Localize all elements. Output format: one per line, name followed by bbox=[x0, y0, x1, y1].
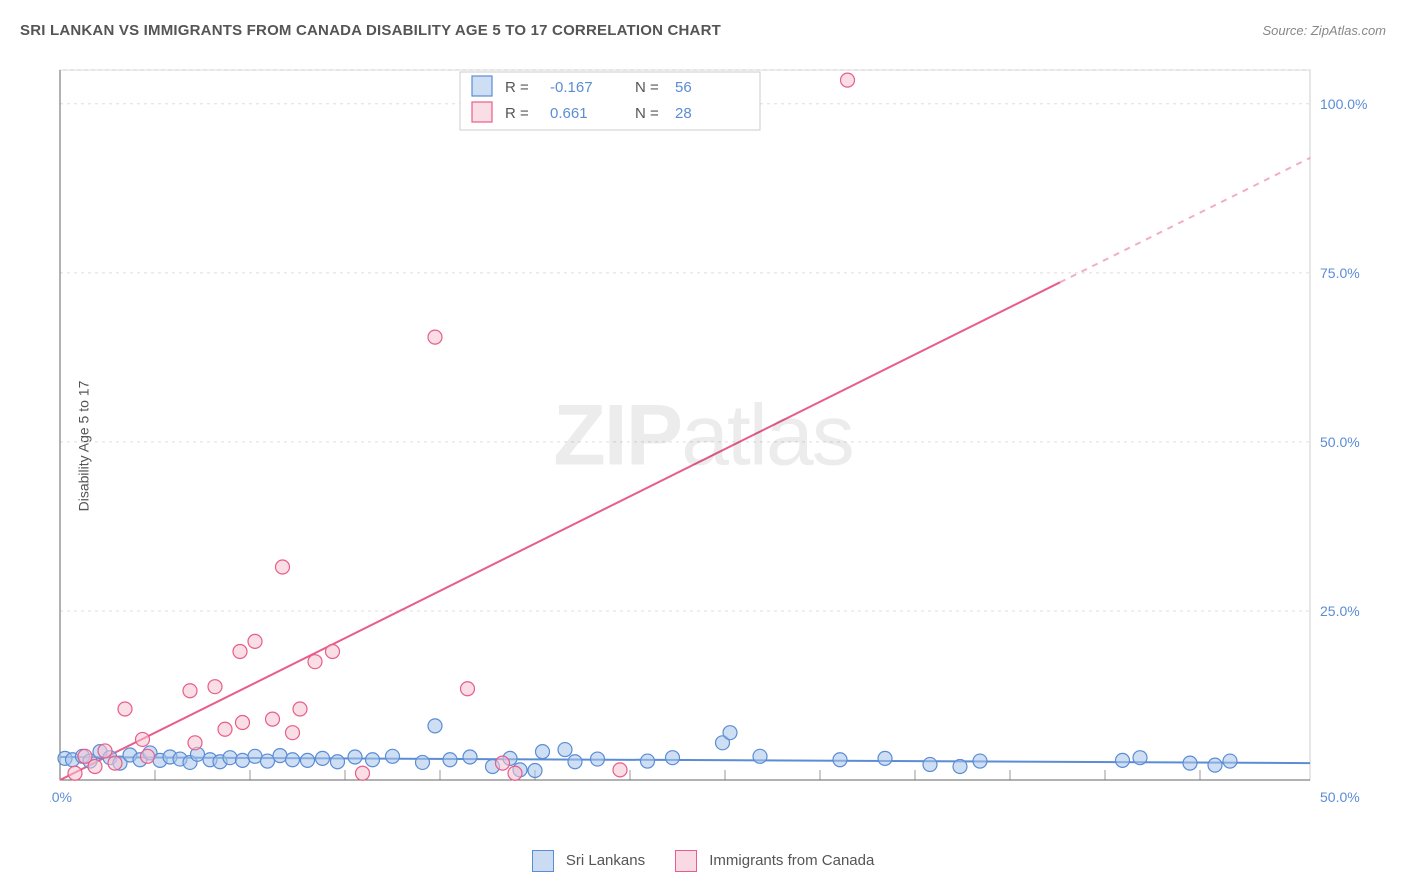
data-point bbox=[613, 763, 627, 777]
chart-title: SRI LANKAN VS IMMIGRANTS FROM CANADA DIS… bbox=[20, 22, 721, 39]
data-point bbox=[108, 756, 122, 770]
trend-line-pink-dashed bbox=[1060, 158, 1310, 282]
legend-r-value: 0.661 bbox=[550, 105, 588, 122]
data-point bbox=[443, 753, 457, 767]
data-point bbox=[218, 722, 232, 736]
legend-n-label: N = bbox=[635, 105, 659, 122]
legend-item-immigrants-canada: Immigrants from Canada bbox=[675, 850, 874, 872]
data-point bbox=[386, 749, 400, 763]
data-point bbox=[141, 749, 155, 763]
legend-label: Sri Lankans bbox=[566, 852, 645, 869]
data-point bbox=[428, 719, 442, 733]
data-point bbox=[833, 753, 847, 767]
data-point bbox=[536, 745, 550, 759]
legend-swatch-icon bbox=[472, 76, 492, 96]
y-tick-label: 75.0% bbox=[1320, 265, 1360, 281]
data-point bbox=[428, 330, 442, 344]
data-point bbox=[841, 73, 855, 87]
data-point bbox=[248, 749, 262, 763]
data-point bbox=[558, 743, 572, 757]
legend-n-label: N = bbox=[635, 79, 659, 96]
data-point bbox=[953, 759, 967, 773]
data-point bbox=[641, 754, 655, 768]
data-point bbox=[591, 752, 605, 766]
data-point bbox=[348, 750, 362, 764]
y-tick-label: 100.0% bbox=[1320, 96, 1367, 112]
data-point bbox=[223, 751, 237, 765]
data-point bbox=[248, 634, 262, 648]
data-point bbox=[301, 753, 315, 767]
data-point bbox=[923, 757, 937, 771]
data-point bbox=[1116, 753, 1130, 767]
data-point bbox=[723, 726, 737, 740]
chart-source: Source: ZipAtlas.com bbox=[1262, 23, 1386, 38]
data-point bbox=[308, 655, 322, 669]
data-point bbox=[496, 756, 510, 770]
data-point bbox=[266, 712, 280, 726]
data-point bbox=[366, 753, 380, 767]
data-point bbox=[463, 750, 477, 764]
data-point bbox=[878, 751, 892, 765]
data-point bbox=[331, 755, 345, 769]
legend-n-value: 28 bbox=[675, 105, 692, 122]
data-point bbox=[261, 754, 275, 768]
legend-label: Immigrants from Canada bbox=[709, 852, 874, 869]
data-point bbox=[286, 753, 300, 767]
data-point bbox=[286, 726, 300, 740]
data-point bbox=[1208, 758, 1222, 772]
data-point bbox=[136, 732, 150, 746]
data-point bbox=[508, 766, 522, 780]
data-point bbox=[88, 759, 102, 773]
data-point bbox=[1133, 751, 1147, 765]
legend-r-label: R = bbox=[505, 79, 529, 96]
data-point bbox=[273, 749, 287, 763]
data-point bbox=[666, 751, 680, 765]
chart-svg: 25.0% 50.0% 75.0% 100.0% 0.0% 50.0% R = -0.167 N… bbox=[50, 60, 1380, 820]
data-point bbox=[183, 684, 197, 698]
legend-swatch-icon bbox=[472, 102, 492, 122]
data-point bbox=[973, 754, 987, 768]
data-point bbox=[461, 682, 475, 696]
data-point bbox=[236, 753, 250, 767]
trend-line-pink bbox=[60, 282, 1060, 780]
y-tick-label: 50.0% bbox=[1320, 434, 1360, 450]
x-origin-label: 0.0% bbox=[50, 789, 72, 805]
data-point bbox=[118, 702, 132, 716]
data-point bbox=[98, 744, 112, 758]
data-point bbox=[356, 766, 370, 780]
bottom-legend: Sri Lankans Immigrants from Canada bbox=[0, 850, 1406, 872]
data-point bbox=[316, 751, 330, 765]
legend-r-value: -0.167 bbox=[550, 79, 593, 96]
x-max-label: 50.0% bbox=[1320, 789, 1360, 805]
data-point bbox=[236, 716, 250, 730]
data-point bbox=[68, 766, 82, 780]
data-point bbox=[416, 755, 430, 769]
data-point bbox=[753, 749, 767, 763]
data-point bbox=[208, 680, 222, 694]
legend-r-label: R = bbox=[505, 105, 529, 122]
data-point bbox=[1223, 754, 1237, 768]
data-point bbox=[528, 764, 542, 778]
data-point bbox=[1183, 756, 1197, 770]
swatch-pink-icon bbox=[675, 850, 697, 872]
legend-n-value: 56 bbox=[675, 79, 692, 96]
data-point bbox=[233, 645, 247, 659]
data-point bbox=[568, 755, 582, 769]
chart-area: 25.0% 50.0% 75.0% 100.0% 0.0% 50.0% R = -0.167 N… bbox=[50, 60, 1380, 820]
data-point bbox=[276, 560, 290, 574]
y-tick-label: 25.0% bbox=[1320, 603, 1360, 619]
legend-item-sri-lankans: Sri Lankans bbox=[532, 850, 645, 872]
plot-border bbox=[60, 70, 1310, 780]
swatch-blue-icon bbox=[532, 850, 554, 872]
data-point bbox=[188, 736, 202, 750]
data-point bbox=[326, 645, 340, 659]
data-point bbox=[293, 702, 307, 716]
